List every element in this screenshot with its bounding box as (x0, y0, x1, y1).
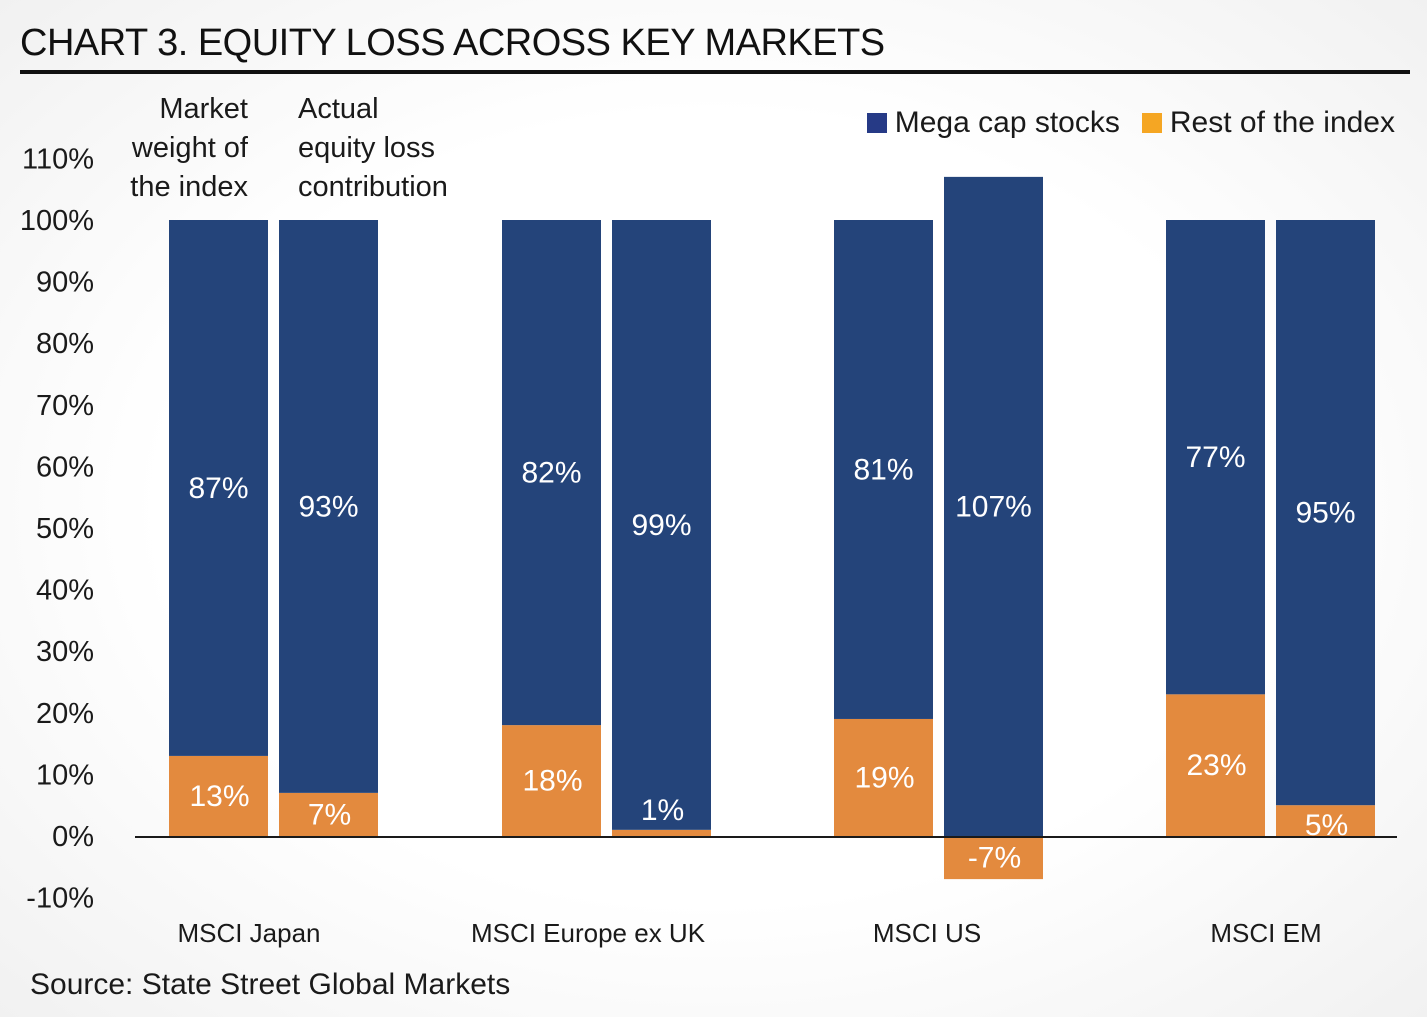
bar-mega-loss (1276, 220, 1375, 806)
data-label-rest-weight: 19% (854, 761, 914, 794)
y-tick-label: 60% (36, 451, 94, 483)
bar-rest-loss (612, 829, 711, 836)
title-rule (20, 70, 1410, 74)
bar-mega-weight (169, 220, 268, 756)
bar-rest-loss (1276, 805, 1375, 836)
data-label-mega-weight: 82% (521, 457, 581, 490)
data-label-mega-loss: 99% (631, 509, 691, 542)
x-category-label: MSCI US (873, 918, 981, 948)
data-label-rest-loss: -7% (968, 842, 1021, 875)
bar-mega-weight (1166, 220, 1265, 695)
data-label-rest-weight: 23% (1186, 749, 1246, 782)
data-label-rest-loss: 1% (641, 794, 684, 827)
bar-mega-weight (834, 220, 933, 719)
data-label-mega-weight: 77% (1185, 441, 1245, 474)
x-category-label: MSCI Japan (177, 918, 320, 948)
data-label-rest-weight: 13% (189, 780, 249, 813)
y-tick-label: 0% (52, 821, 94, 853)
data-label-mega-loss: 107% (955, 490, 1032, 523)
source-note: Source: State Street Global Markets (30, 968, 511, 1001)
y-tick-label: 20% (36, 698, 94, 730)
bar-rest-loss (279, 792, 378, 836)
bar-rest-weight (834, 718, 933, 836)
bar-mega-loss (612, 220, 711, 830)
chart-title: CHART 3. EQUITY LOSS ACROSS KEY MARKETS (20, 22, 885, 64)
legend-swatch-rest (1141, 113, 1162, 133)
bar-rest-weight (502, 725, 601, 836)
actual-loss-annotation: Actual equity loss contribution (298, 93, 448, 203)
legend-item-mega: Mega cap stocks (866, 106, 1120, 140)
market-weight-annotation: Market weight of the index (130, 93, 248, 203)
y-tick-label: 100% (20, 205, 94, 237)
y-tick-label: 50% (36, 513, 94, 545)
data-label-rest-loss: 7% (308, 798, 351, 831)
y-tick-label: -10% (26, 883, 94, 915)
y-tick-label: 110% (22, 143, 94, 175)
data-label-mega-loss: 95% (1295, 497, 1355, 530)
bar-mega-loss (944, 176, 1043, 836)
bar-mega-weight (502, 220, 601, 726)
data-label-mega-weight: 87% (188, 472, 248, 505)
bar-rest-loss (944, 836, 1043, 880)
legend-label-mega: Mega cap stocks (894, 106, 1120, 139)
data-label-mega-loss: 93% (298, 490, 358, 523)
y-tick-label: 30% (36, 636, 94, 668)
chart-legend: Mega cap stocks Rest of the index (845, 106, 1395, 140)
y-tick-label: 90% (36, 267, 94, 299)
data-label-mega-weight: 81% (853, 453, 913, 486)
bar-rest-weight (1166, 694, 1265, 836)
bar-mega-loss (279, 220, 378, 793)
bar-rest-weight (169, 755, 268, 836)
x-category-label: MSCI EM (1210, 918, 1321, 948)
legend-swatch-mega (866, 113, 887, 133)
y-tick-label: 40% (36, 575, 94, 607)
y-tick-label: 80% (36, 328, 94, 360)
legend-item-rest: Rest of the index (1141, 106, 1395, 140)
x-category-label: MSCI Europe ex UK (471, 918, 706, 948)
y-tick-label: 70% (36, 390, 94, 422)
y-tick-label: 10% (36, 759, 94, 791)
data-label-rest-weight: 18% (522, 765, 582, 798)
legend-label-rest: Rest of the index (1169, 106, 1395, 139)
